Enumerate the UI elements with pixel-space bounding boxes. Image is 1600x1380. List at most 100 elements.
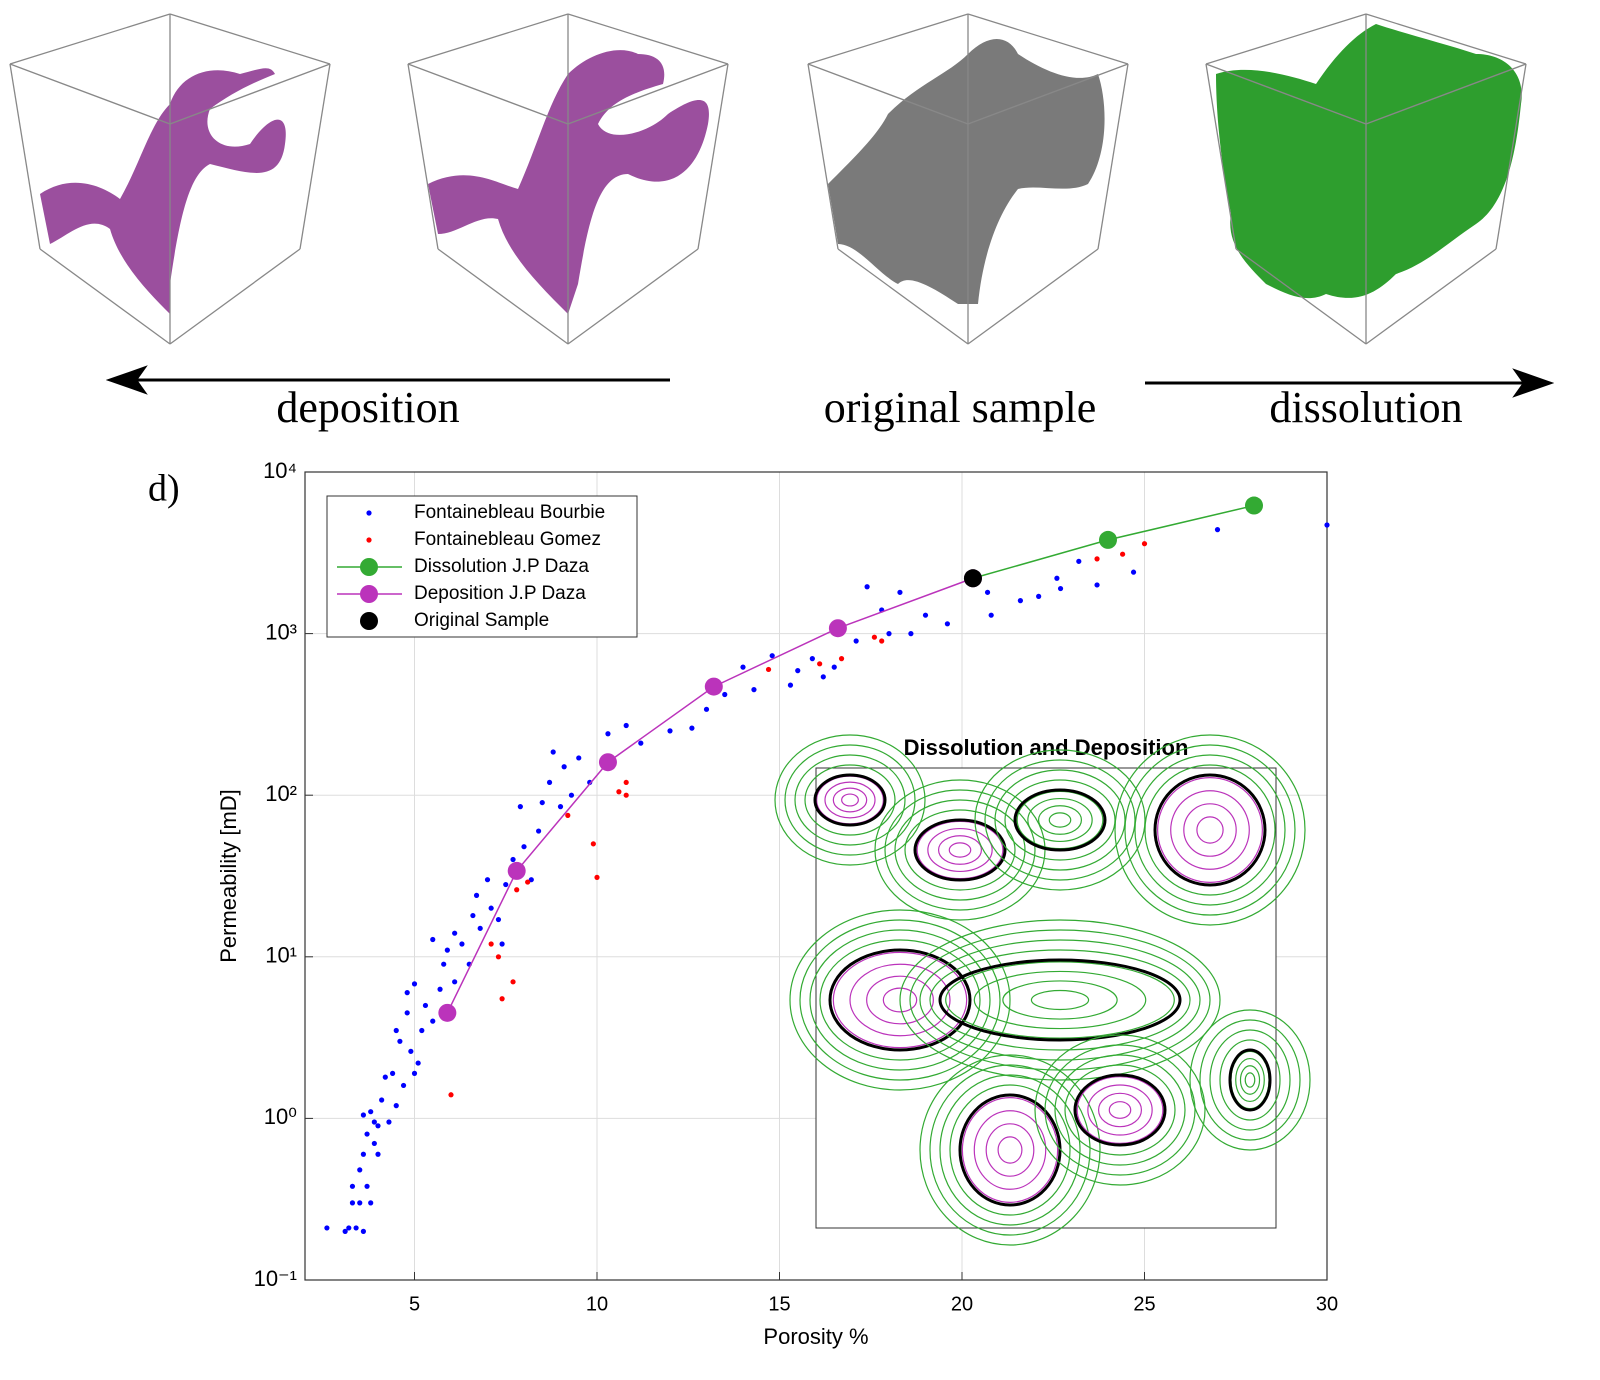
- data-point: [430, 1018, 436, 1024]
- contour: [1199, 1019, 1301, 1141]
- data-point: [324, 1225, 330, 1231]
- data-point: [477, 925, 483, 931]
- contour: [997, 1136, 1023, 1164]
- data-point: [897, 589, 903, 595]
- legend-marker: [366, 537, 372, 543]
- contour: [899, 919, 1221, 1081]
- legend-marker: [360, 558, 378, 576]
- data-point: [1120, 551, 1126, 557]
- contour: [1189, 1009, 1311, 1151]
- cube-original: [807, 13, 1129, 345]
- cube-dissolution: [1205, 13, 1527, 345]
- data-point: [864, 584, 870, 590]
- x-axis-label: Porosity %: [763, 1324, 868, 1349]
- contour: [813, 773, 887, 827]
- process-label: dissolution: [1269, 383, 1462, 432]
- data-point: [817, 661, 823, 667]
- data-point: [404, 990, 410, 996]
- contour: [1013, 788, 1107, 852]
- contour: [927, 827, 993, 873]
- contour: [794, 754, 906, 846]
- data-point: [838, 656, 845, 662]
- contour: [1097, 1092, 1143, 1128]
- contour: [973, 970, 1147, 1030]
- data-point: [1094, 582, 1100, 588]
- data-point: [364, 1131, 370, 1137]
- data-point: [441, 961, 447, 967]
- contour: [1239, 1065, 1261, 1095]
- data-point: [430, 936, 436, 943]
- contour: [789, 909, 1011, 1091]
- y-tick-label: 10⁻¹: [254, 1266, 297, 1291]
- contour: [849, 963, 951, 1037]
- x-tick-label: 5: [409, 1293, 420, 1315]
- data-point: [623, 779, 629, 786]
- data-point: [1214, 527, 1221, 533]
- data-point: [342, 1228, 348, 1234]
- contour: [1235, 1057, 1265, 1103]
- data-point: [400, 1082, 407, 1089]
- contour: [985, 1123, 1035, 1177]
- contour: [824, 781, 876, 819]
- marker: [963, 569, 982, 588]
- data-point: [360, 1228, 366, 1234]
- contour: [929, 949, 1191, 1051]
- data-point: [349, 1183, 356, 1189]
- marker: [1245, 496, 1263, 515]
- data-point: [422, 1002, 429, 1009]
- data-point: [557, 804, 564, 810]
- cube-deposition-1: [407, 13, 729, 345]
- marker: [598, 753, 617, 772]
- data-point: [386, 1119, 392, 1125]
- contour: [1037, 805, 1083, 835]
- data-point: [415, 1060, 421, 1066]
- data-point: [667, 728, 673, 734]
- data-point: [623, 792, 629, 798]
- marker: [704, 677, 723, 696]
- x-tick-label: 15: [768, 1293, 790, 1315]
- data-point: [473, 892, 480, 898]
- contour: [1183, 803, 1237, 857]
- contour: [929, 1064, 1091, 1236]
- process-label: deposition: [276, 383, 459, 432]
- contour: [1087, 1084, 1153, 1136]
- contour: [1108, 1101, 1132, 1119]
- contour: [1054, 1054, 1186, 1166]
- contour: [828, 948, 972, 1052]
- data-point: [411, 1070, 418, 1076]
- contour: [1209, 1029, 1291, 1131]
- data-point: [831, 664, 837, 670]
- contour: [1196, 816, 1224, 844]
- data-point: [495, 954, 502, 960]
- data-point: [988, 612, 994, 618]
- contour: [945, 961, 1175, 1039]
- cube-deposition-2: [9, 13, 331, 345]
- contour: [919, 1054, 1101, 1246]
- data-point: [594, 874, 600, 880]
- data-point: [820, 674, 826, 680]
- legend-label: Original Sample: [414, 610, 549, 631]
- y-tick-label: 10²: [265, 781, 297, 806]
- contour: [832, 951, 968, 1049]
- contour: [973, 1110, 1047, 1190]
- process-label: original sample: [824, 383, 1097, 432]
- contour: [938, 958, 1182, 1042]
- data-point: [510, 856, 516, 863]
- data-point: [346, 1225, 352, 1231]
- data-point: [1141, 541, 1148, 547]
- data-point: [1036, 593, 1042, 599]
- data-point: [525, 879, 531, 885]
- contour: [1114, 734, 1306, 926]
- data-point: [886, 631, 892, 637]
- data-point: [590, 841, 596, 847]
- data-point: [638, 740, 644, 746]
- data-point: [382, 1074, 388, 1080]
- data-point: [740, 664, 746, 670]
- legend-marker: [366, 510, 372, 516]
- contour: [894, 799, 1026, 901]
- legend-label: Fontainebleau Bourbie: [414, 502, 605, 523]
- contour: [949, 1084, 1071, 1216]
- data-point: [1054, 575, 1060, 581]
- contour: [1073, 1073, 1167, 1147]
